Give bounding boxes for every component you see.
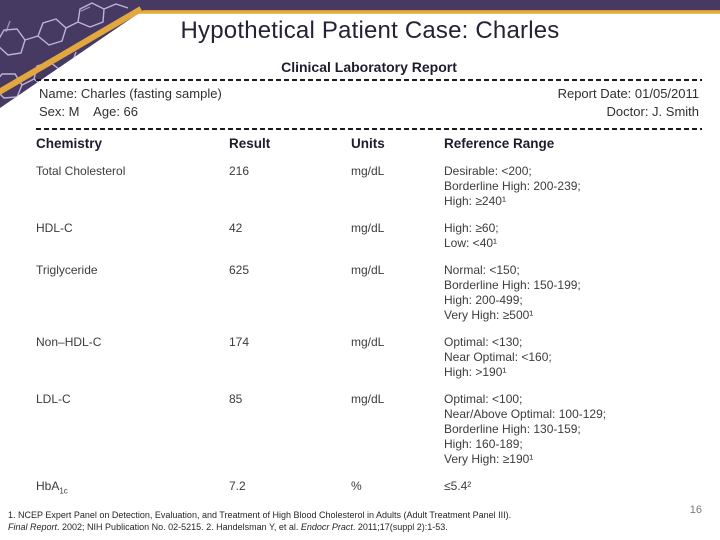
- footnote-italic-segment: Endocr Pract: [300, 521, 353, 532]
- result-cell: 7.2: [229, 479, 246, 493]
- table-row: HbA1c 7.2% ≤5.4²: [36, 469, 702, 496]
- reference-range-cell: Normal: <150; Borderline High: 150-199; Hi…: [444, 263, 581, 322]
- lab-table-header-row: Chemistry Result Units Reference Range: [36, 132, 702, 154]
- result-cell: 625: [229, 263, 250, 277]
- reference-range-cell: Optimal: <130; Near Optimal: <160; High: >…: [444, 335, 552, 379]
- chemistry-cell: Total Cholesterol: [36, 164, 126, 178]
- chemistry-cell: HbA1c: [36, 479, 68, 496]
- units-cell: mg/dL: [351, 263, 385, 277]
- patient-info-right: Report Date: 01/05/2011 Doctor: J. Smith: [558, 85, 699, 121]
- report-date: Report Date: 01/05/2011: [557, 86, 699, 101]
- units-cell: mg/dL: [351, 335, 385, 349]
- dashed-divider: [36, 128, 702, 130]
- patient-sex-age: Sex: M Age: 66: [39, 104, 138, 119]
- footnote-segment: . 2002; NIH Publication No. 02-5215. 2. …: [57, 521, 301, 532]
- column-header: Chemistry: [36, 136, 103, 151]
- reference-range-cell: Optimal: <100; Near/Above Optimal: 100-12…: [444, 392, 607, 466]
- slide-title: Hypothetical Patient Case: Charles: [180, 17, 560, 44]
- result-cell: 216: [229, 164, 250, 178]
- units-cell: mg/dL: [351, 221, 385, 235]
- chemistry-cell: LDL-C: [36, 392, 71, 406]
- dashed-divider: [36, 79, 702, 81]
- chemistry-cell: Triglyceride: [36, 263, 98, 277]
- column-header: Result: [229, 136, 271, 151]
- patient-info: Name: Charles (fasting sample) Sex: M Ag…: [36, 81, 702, 124]
- table-row: Triglyceride 625 mg/dL Normal: <150; Borderl…: [36, 253, 702, 325]
- column-header: Units: [351, 136, 385, 151]
- chemistry-cell: Non–HDL-C: [36, 335, 102, 349]
- table-row: LDL-C 85 mg/dL Optimal: <100; Near/Above Opt…: [36, 382, 702, 469]
- units-cell: %: [351, 479, 362, 493]
- column-header: Reference Range: [444, 136, 555, 151]
- reference-range-cell: Desirable: <200; Borderline High: 200-239…: [444, 164, 581, 208]
- footnote-line2: Final Report. 2002; NIH Publication No. …: [8, 522, 656, 534]
- units-cell: mg/dL: [351, 164, 385, 178]
- page-number: 16: [689, 504, 702, 516]
- footnote-italic-segment: Final Report: [8, 521, 58, 532]
- reference-range-cell: High: ≥60; Low: <40¹: [444, 221, 499, 250]
- footnote-line1: 1. NCEP Expert Panel on Detection, Evalu…: [8, 510, 512, 520]
- result-cell: 85: [229, 392, 243, 406]
- chemistry-cell: HDL-C: [36, 221, 73, 235]
- doctor: Doctor: J. Smith: [606, 104, 699, 119]
- lab-table-body: Total Cholesterol 216 mg/dL Desirable: <200…: [36, 154, 702, 496]
- result-cell: 174: [229, 335, 250, 349]
- lab-results-table: Chemistry Result Units Reference Range Tota…: [36, 132, 702, 496]
- lab-report: Clinical Laboratory Report Name: Charles…: [36, 59, 702, 496]
- footnote-segment: . 2011;17(suppl 2):1-53.: [352, 521, 448, 532]
- patient-info-left: Name: Charles (fasting sample) Sex: M Ag…: [39, 85, 222, 121]
- report-heading: Clinical Laboratory Report: [281, 59, 457, 75]
- patient-name: Name: Charles (fasting sample): [39, 86, 222, 101]
- reference-range-cell: ≤5.4²: [444, 479, 472, 493]
- table-row: Total Cholesterol 216 mg/dL Desirable: <200…: [36, 154, 702, 211]
- table-row: Non–HDL-C 174 mg/dL Optimal: <130; Near Opti…: [36, 325, 702, 382]
- result-cell: 42: [229, 221, 243, 235]
- top-purple-bar: [0, 0, 720, 10]
- top-gold-bar: [0, 10, 720, 14]
- footnotes: 1. NCEP Expert Panel on Detection, Evalu…: [8, 510, 656, 533]
- table-row: HDL-C 42 mg/dL High: ≥60; Low: <40¹: [36, 211, 702, 253]
- units-cell: mg/dL: [351, 392, 385, 406]
